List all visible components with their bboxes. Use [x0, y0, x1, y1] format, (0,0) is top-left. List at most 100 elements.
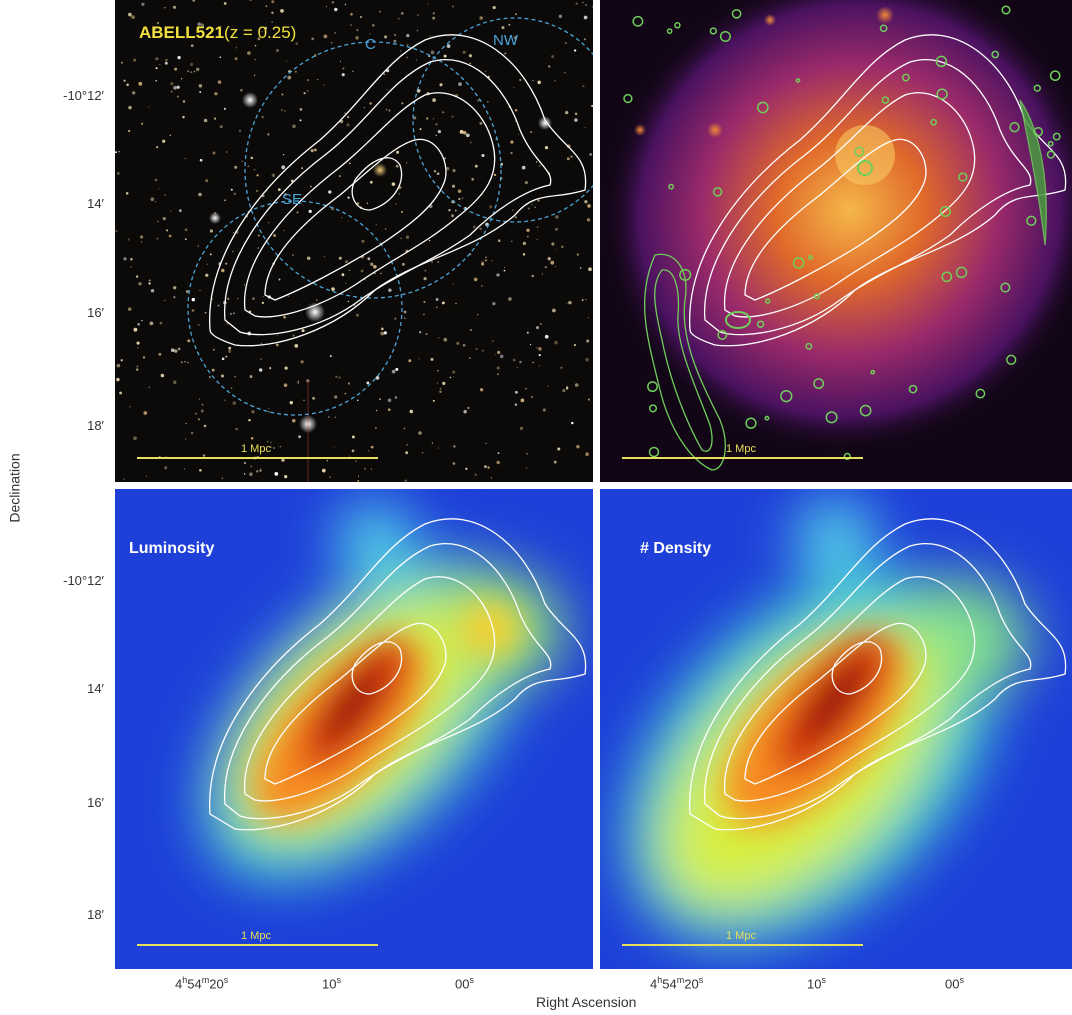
- panel-title: # Density: [640, 540, 712, 557]
- radio-source: [1006, 354, 1017, 365]
- radio-source: [936, 88, 948, 100]
- radio-source: [859, 404, 872, 417]
- radio-source: [1001, 5, 1011, 15]
- contour-level: [351, 641, 403, 695]
- radio-source: [939, 205, 951, 218]
- y-tick-label: 16′: [87, 305, 104, 320]
- radio-source: [764, 415, 770, 421]
- scale-bar-label: 1 Mpc: [726, 930, 756, 942]
- scale-bar-label: 1 Mpc: [241, 930, 271, 942]
- radio-source: [955, 266, 968, 279]
- optical-image: [115, 0, 593, 482]
- scale-bar-label: 1 Mpc: [726, 443, 756, 455]
- contour-level: [243, 576, 496, 802]
- radio-source: [1026, 215, 1037, 226]
- y-tick-label: 18′: [87, 907, 104, 922]
- y-tick-label: 14′: [87, 196, 104, 211]
- radio-source: [679, 268, 692, 281]
- x-tick-label: 00s: [945, 975, 964, 992]
- radio-source: [623, 93, 633, 104]
- radio-source: [648, 404, 658, 413]
- radio-source: [975, 388, 986, 399]
- y-axis-title: Declination: [6, 453, 23, 523]
- region-label-c: C: [365, 36, 376, 53]
- radio-source: [935, 55, 948, 68]
- radio-source: [795, 78, 801, 83]
- radio-source: [805, 342, 813, 350]
- xray-image: [602, 0, 1072, 471]
- radio-source: [1009, 122, 1020, 133]
- radio-source: [632, 15, 644, 27]
- radio-source: [719, 30, 731, 43]
- contour-level: [209, 34, 587, 347]
- y-tick-label: 16′: [87, 795, 104, 810]
- radio-source: [780, 389, 793, 403]
- x-tick-label: 10s: [322, 975, 341, 992]
- x-axis-title: Right Ascension: [536, 994, 637, 1010]
- radio-source: [1046, 150, 1056, 159]
- y-tick-label: 18′: [87, 418, 104, 433]
- radio-source: [674, 22, 681, 29]
- contour-level: [224, 543, 552, 820]
- mass-contours: [209, 34, 587, 347]
- radio-source: [1049, 70, 1061, 82]
- luminosity-panel: Luminosity 1 Mpc: [115, 489, 593, 969]
- radio-source: [843, 452, 851, 461]
- region-label-nw: NW: [493, 32, 518, 49]
- contour-level: [243, 92, 496, 318]
- radio-source: [879, 24, 888, 33]
- optical-panel: ABELL521(z = 0.25) C NW SE 1 Mpc: [115, 0, 593, 482]
- contour-level: [723, 576, 976, 802]
- y-tick-label: -10°12′: [63, 573, 104, 588]
- radio-source: [756, 320, 765, 328]
- region-label-se: SE: [282, 191, 303, 208]
- contour-level: [351, 157, 403, 211]
- radio-source: [941, 271, 953, 283]
- radio-source: [881, 96, 890, 104]
- radio-source: [908, 384, 918, 394]
- mass-contours: [209, 518, 587, 831]
- contour-level: [704, 543, 1032, 820]
- radio-source: [792, 257, 805, 269]
- density-panel: # Density 1 Mpc: [600, 489, 1072, 969]
- region-se-circle: [187, 200, 403, 416]
- x-tick-label: 4h54m20s: [650, 975, 704, 992]
- contour-level: [689, 34, 1067, 347]
- radio-source: [647, 381, 658, 393]
- contour-level: [744, 138, 927, 301]
- radio-source: [854, 146, 865, 157]
- density-map: [622, 499, 1067, 946]
- contour-level: [224, 59, 552, 336]
- mass-contours: [689, 518, 1067, 831]
- radio-source: [1033, 84, 1041, 92]
- y-tick-label: -10°12′: [63, 88, 104, 103]
- contour-level: [264, 622, 447, 785]
- radio-source: [808, 255, 813, 260]
- x-tick-label: 00s: [455, 975, 474, 992]
- xray-panel: 1 Mpc: [600, 0, 1072, 482]
- region-nw-circle: [412, 17, 593, 223]
- radio-source: [1000, 282, 1011, 293]
- y-tick-label: 14′: [87, 681, 104, 696]
- scale-bar-label: 1 Mpc: [241, 443, 271, 455]
- contour-level: [704, 59, 1032, 336]
- contour-level: [831, 641, 883, 695]
- radio-source: [668, 183, 675, 190]
- panel-title: Luminosity: [129, 540, 215, 557]
- radio-source: [648, 446, 660, 458]
- x-tick-label: 10s: [807, 975, 826, 992]
- x-tick-label: 4h54m20s: [175, 975, 229, 992]
- cluster-title: ABELL521(z = 0.25): [139, 23, 297, 42]
- radio-source: [813, 293, 820, 300]
- radio-source: [813, 378, 825, 390]
- mass-contours: [689, 34, 1067, 347]
- radio-source: [717, 330, 728, 340]
- radio-source: [745, 417, 757, 429]
- contour-level: [264, 138, 447, 301]
- contour-level: [723, 92, 976, 318]
- radio-contours: [644, 99, 1047, 471]
- region-c-circle: [244, 41, 502, 299]
- radio-source: [712, 187, 723, 197]
- luminosity-map: [137, 504, 587, 946]
- radio-source: [666, 28, 673, 34]
